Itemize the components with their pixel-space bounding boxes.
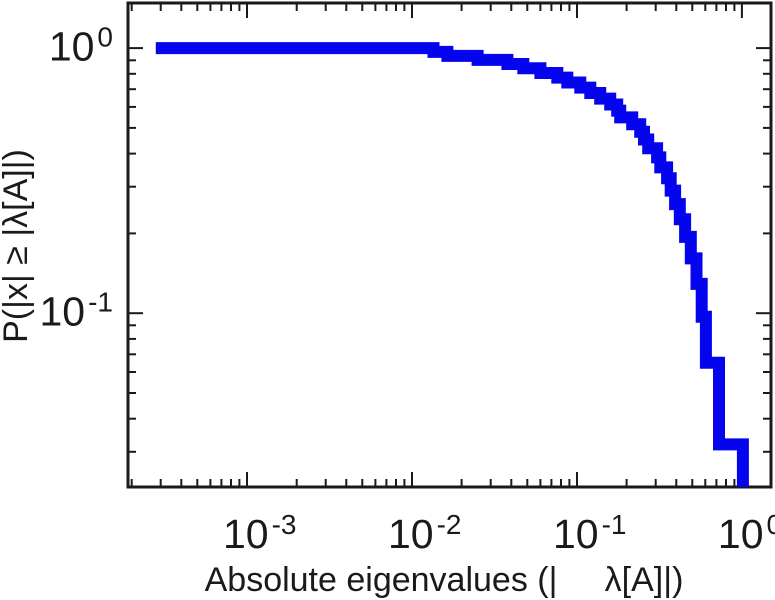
- x-tick-label: 10 -2: [388, 509, 462, 557]
- y-axis-title: P(|x| ≥ |λ[A]|): [0, 149, 35, 343]
- x-tick-label: 10 -3: [223, 509, 297, 557]
- ccdf-step-curve: [155, 42, 749, 487]
- x-tick-label: 10 0: [717, 509, 775, 557]
- x-axis-title: Absolute eigenvalues (| λ[A]|): [204, 561, 684, 599]
- y-tick-label: 10 0: [48, 21, 113, 70]
- y-tick-label: 10 -1: [39, 286, 113, 335]
- x-tick-label: 10 -1: [553, 509, 627, 557]
